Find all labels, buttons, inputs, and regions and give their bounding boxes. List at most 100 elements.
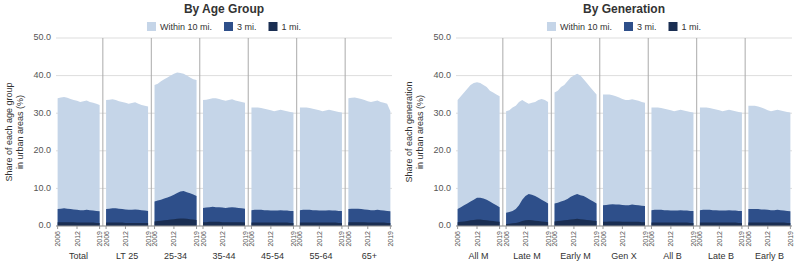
x-tick — [173, 226, 174, 229]
group-label: 45-54 — [261, 251, 284, 261]
grid-line — [56, 75, 392, 76]
x-tick — [573, 226, 574, 229]
group-label: Gen X — [611, 251, 637, 261]
x-tick — [390, 226, 391, 229]
legend: Within 10 mi.3 mi.1 mi. — [547, 22, 701, 32]
y-tick-label: 20.0 — [433, 145, 451, 155]
x-tick-label: 2012 — [474, 231, 481, 247]
x-tick — [299, 226, 300, 229]
x-tick — [148, 226, 149, 229]
x-tick — [525, 226, 526, 229]
group-label: 35-44 — [212, 251, 235, 261]
x-tick — [245, 226, 246, 229]
x-tick — [222, 226, 223, 229]
x-tick — [596, 226, 597, 229]
grid-line — [56, 38, 392, 39]
chart: By Generation0.010.020.030.040.050.0Shar… — [404, 2, 794, 261]
y-axis: 0.010.020.030.040.050.0 — [33, 32, 392, 230]
legend-swatch — [624, 22, 633, 31]
y-tick-label: 50.0 — [433, 32, 451, 42]
x-tick — [293, 226, 294, 229]
x-tick-label: 2006 — [151, 231, 158, 247]
x-tick-label: 2006 — [248, 231, 255, 247]
x-tick — [622, 226, 623, 229]
x-tick-label: 2012 — [764, 231, 771, 247]
legend-label: Within 10 mi. — [560, 22, 612, 32]
group-divider — [151, 38, 152, 226]
x-tick-label: 2019 — [387, 231, 394, 247]
group-label: Early B — [755, 251, 784, 261]
x-tick-label: 2006 — [551, 231, 558, 247]
group-divider — [345, 38, 346, 226]
x-tick — [348, 226, 349, 229]
y-axis: 0.010.020.030.040.050.0 — [433, 32, 792, 230]
group-label: 65+ — [362, 251, 377, 261]
x-tick — [548, 226, 549, 229]
x-tick-label: 2006 — [600, 231, 607, 247]
y-axis-label-line: Share of each age group — [4, 82, 14, 181]
x-tick-label: 2012 — [716, 231, 723, 247]
chart-title: By Generation — [583, 2, 665, 16]
group-label: All B — [663, 251, 682, 261]
y-tick-label: 20.0 — [33, 145, 51, 155]
x-tick — [767, 226, 768, 229]
legend-swatch — [669, 22, 678, 31]
plot-area — [58, 73, 391, 226]
y-tick-label: 50.0 — [33, 32, 51, 42]
x-tick — [154, 226, 155, 229]
group-label: All M — [469, 251, 489, 261]
group-divider — [551, 38, 552, 226]
grid-line — [456, 38, 792, 39]
x-tick — [741, 226, 742, 229]
group-divider — [745, 38, 746, 226]
x-tick — [554, 226, 555, 229]
x-tick — [251, 226, 252, 229]
legend-label: 1 mi. — [282, 22, 302, 32]
series-area — [58, 73, 391, 226]
x-tick-label: 2006 — [648, 231, 655, 247]
x-tick-label: 2006 — [454, 231, 461, 247]
x-tick — [499, 226, 500, 229]
x-tick — [693, 226, 694, 229]
x-tick — [341, 226, 342, 229]
x-axis: 2006201220192006201220192006201220192006… — [54, 226, 394, 247]
y-axis-label: Share of each generationin urban areas (… — [404, 81, 425, 182]
series-area — [458, 74, 791, 226]
x-tick — [106, 226, 107, 229]
y-tick-label: 0.0 — [438, 220, 451, 230]
group-label: 25-34 — [164, 251, 187, 261]
x-tick-label: 2012 — [267, 231, 274, 247]
x-tick — [699, 226, 700, 229]
x-tick — [748, 226, 749, 229]
group-divider — [248, 38, 249, 226]
x-tick — [603, 226, 604, 229]
x-tick-label: 2006 — [345, 231, 352, 247]
x-tick-label: 2019 — [787, 231, 794, 247]
series-area — [458, 194, 791, 226]
x-tick-label: 2006 — [503, 231, 510, 247]
y-tick-label: 10.0 — [433, 183, 451, 193]
x-tick-label: 2012 — [316, 231, 323, 247]
chart-title: By Age Group — [184, 2, 264, 16]
x-tick — [196, 226, 197, 229]
plot-area — [458, 74, 791, 226]
group-label: LT 25 — [116, 251, 138, 261]
group-label: Total — [69, 251, 88, 261]
chart: By Age Group0.010.020.030.040.050.0Share… — [4, 2, 394, 261]
x-tick-label: 2012 — [522, 231, 529, 247]
x-tick-label: 2012 — [74, 231, 81, 247]
y-tick-label: 40.0 — [33, 70, 51, 80]
series-area — [58, 218, 391, 226]
x-tick — [506, 226, 507, 229]
x-tick-label: 2006 — [103, 231, 110, 247]
x-tick-label: 2012 — [219, 231, 226, 247]
group-dividers — [503, 38, 745, 226]
x-tick — [670, 226, 671, 229]
x-tick — [57, 226, 58, 229]
group-divider — [102, 38, 103, 226]
x-tick — [477, 226, 478, 229]
x-tick-label: 2012 — [170, 231, 177, 247]
y-tick-label: 0.0 — [38, 220, 51, 230]
y-tick-label: 30.0 — [33, 108, 51, 118]
legend-swatch — [547, 22, 556, 31]
